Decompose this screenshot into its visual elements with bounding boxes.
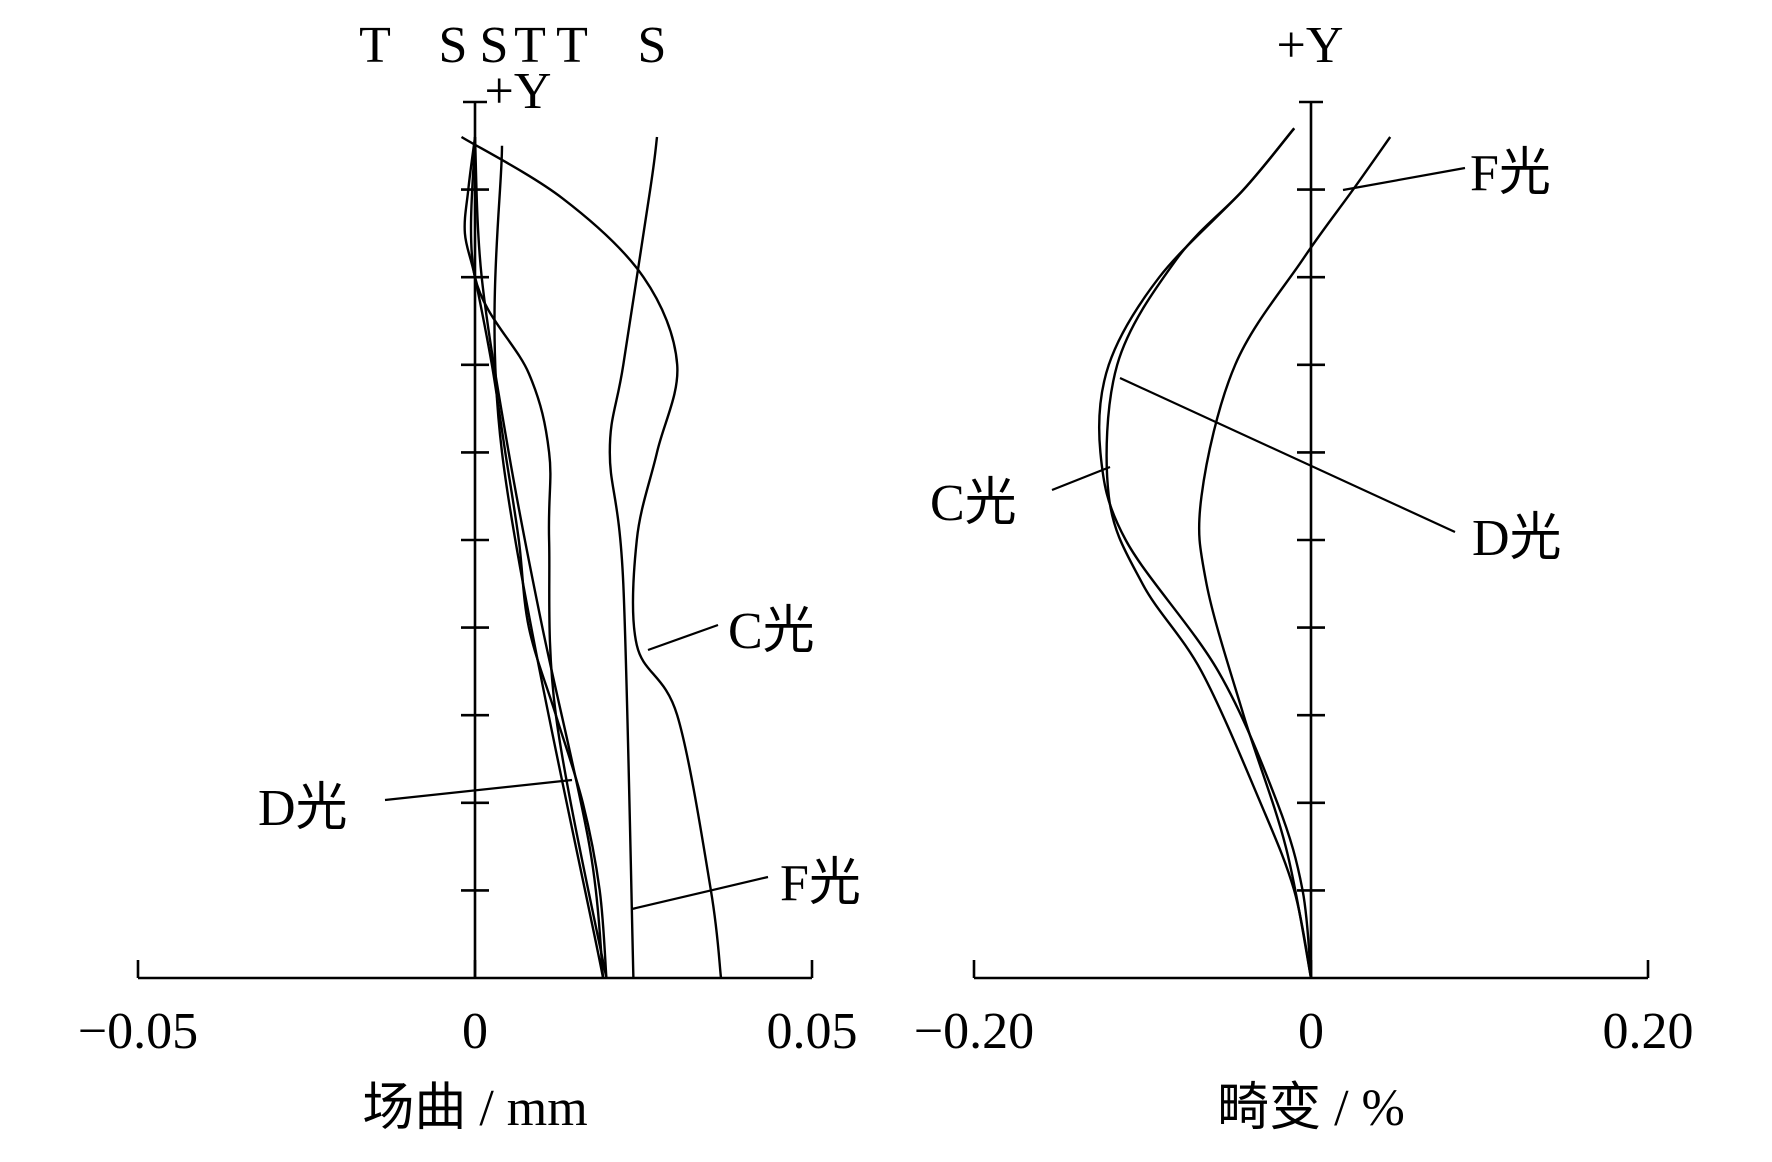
x-tick-label: 0.05 — [767, 1003, 858, 1060]
series-curve-F光-T — [473, 136, 605, 979]
annotation-leader — [1342, 166, 1466, 192]
x-axis-title: 畸变 / % — [1217, 1080, 1405, 1137]
ts-label: S — [638, 17, 667, 74]
annotation-leader — [1119, 377, 1456, 533]
y-axis-label: +Y — [1277, 17, 1344, 74]
distortion-panel: −0.20 0 0.20 +Y 畸变 / % C光 D光 F光 — [914, 17, 1694, 1137]
annotation-leader — [647, 623, 719, 652]
series-curve-D光-T — [463, 136, 608, 979]
annotation-label: F光 — [1470, 145, 1551, 202]
annotation-leader — [384, 778, 573, 802]
annotation-label: F光 — [780, 855, 861, 912]
annotation-label: C光 — [930, 475, 1017, 532]
x-tick-label: −0.20 — [914, 1003, 1034, 1060]
x-axis-title: 场曲 / mm — [362, 1080, 587, 1137]
x-tick-label: 0 — [1298, 1003, 1324, 1060]
x-tick-label: −0.05 — [78, 1003, 198, 1060]
ts-label: T — [359, 17, 391, 74]
series-curve-C光-S — [608, 136, 659, 979]
x-tick-label: 0 — [462, 1003, 488, 1060]
series-curve-D光 — [1105, 127, 1313, 979]
annotation-leader — [631, 875, 769, 911]
annotation-leader — [1051, 465, 1111, 492]
annotation-label: D光 — [1472, 510, 1562, 567]
ts-label: T — [556, 17, 588, 74]
ts-label: S — [480, 17, 509, 74]
annotation-label: D光 — [258, 780, 348, 837]
series-curve-D光-S — [469, 136, 608, 979]
series-curve-C光-T — [460, 135, 723, 979]
annotation-label: C光 — [728, 603, 815, 660]
series-curve-F光-S — [493, 145, 605, 979]
series-curve-F光 — [1197, 136, 1392, 979]
y-axis-label: +Y — [485, 63, 552, 120]
x-tick-label: 0.20 — [1603, 1003, 1694, 1060]
ts-label: T — [514, 17, 546, 74]
ts-label: S — [439, 17, 468, 74]
